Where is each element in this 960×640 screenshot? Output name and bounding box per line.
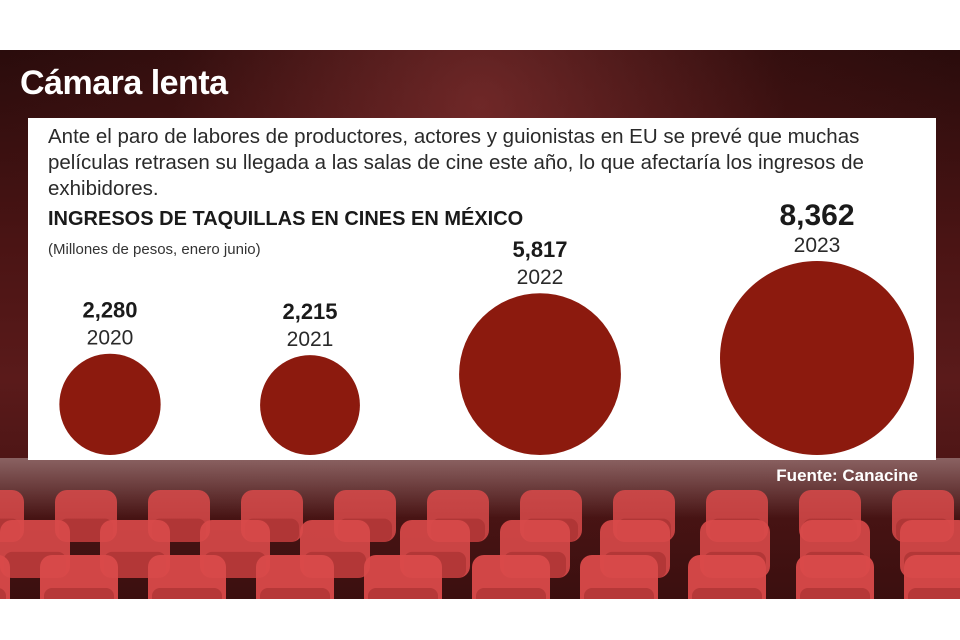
value-label: 2,280: [82, 298, 137, 323]
chart-subtitle: (Millones de pesos, enero junio): [48, 241, 261, 258]
chart-title: INGRESOS DE TAQUILLAS EN CINES EN MÉXICO: [48, 208, 524, 230]
value-label: 8,362: [779, 199, 854, 232]
seat-shadow: [44, 588, 114, 599]
value-label: 5,817: [512, 237, 567, 262]
year-label: 2023: [794, 234, 841, 257]
seat-shadow: [584, 588, 654, 599]
value-label: 2,215: [282, 299, 337, 324]
seat-shadow: [476, 588, 546, 599]
seat-shadow: [260, 588, 330, 599]
year-label: 2022: [517, 266, 564, 289]
bubble-2023: [720, 261, 914, 455]
seat: [0, 555, 10, 599]
seat-shadow: [0, 588, 6, 599]
bubble-2022: [459, 293, 621, 455]
seat-shadow: [368, 588, 438, 599]
seat-shadow: [908, 588, 960, 599]
seat-shadow: [59, 518, 113, 542]
seat-shadow: [692, 588, 762, 599]
bubble-2021: [260, 355, 360, 455]
bubble-2020: [59, 353, 161, 455]
year-label: 2020: [87, 327, 134, 350]
page-title: Cámara lenta: [20, 64, 228, 102]
intro-text: Ante el paro de labores de productores, …: [48, 125, 864, 200]
seat-shadow: [800, 588, 870, 599]
source-note: Fuente: Canacine: [776, 466, 918, 485]
year-label: 2021: [287, 328, 334, 351]
theater-seats: [0, 490, 960, 599]
seat-shadow: [152, 588, 222, 599]
